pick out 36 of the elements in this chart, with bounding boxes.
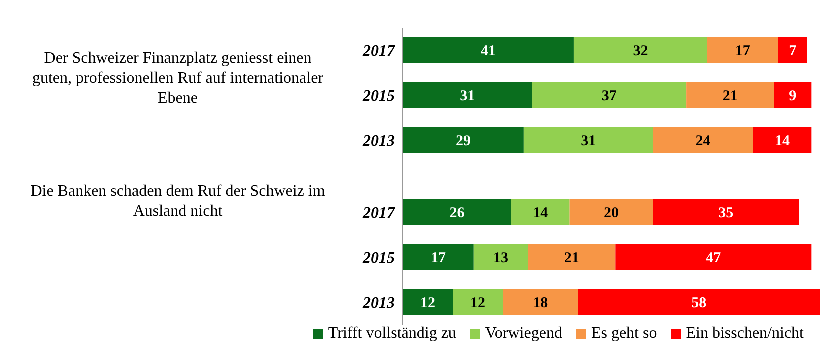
data-label: 32 (633, 43, 648, 60)
data-label: 9 (789, 88, 797, 104)
data-label: 17 (735, 43, 751, 60)
y-tick-label: 2013 (362, 295, 395, 312)
data-label: 17 (430, 250, 446, 266)
y-tick-label: 2017 (362, 43, 396, 60)
data-label: 14 (774, 133, 790, 150)
text: Der Schweizer Finanzplatz geniesst einen guten, professionellen Ruf auf internationaler Ebene (31, 49, 324, 110)
data-label: 12 (470, 295, 486, 312)
y-tick-label: 2013 (362, 133, 395, 150)
data-label: 18 (533, 295, 548, 312)
data-label: 47 (706, 250, 722, 266)
data-label: 58 (692, 295, 707, 312)
y-tick-label: 2015 (362, 250, 395, 268)
y-tick-label: 2017 (362, 205, 396, 222)
data-label: 24 (696, 133, 712, 150)
legend-label: Vorwiegend (484, 325, 562, 343)
data-label: 14 (533, 205, 549, 222)
data-label: 21 (564, 250, 580, 266)
y-tick-label: 2015 (362, 88, 395, 106)
data-label: 20 (604, 205, 619, 222)
data-label: 41 (480, 43, 496, 60)
data-label: 35 (718, 205, 734, 222)
data-label: 26 (450, 205, 466, 222)
legend-label: Ein bisschen/nicht (685, 325, 804, 343)
data-label: 29 (456, 133, 471, 150)
legend-label: Trifft vollständig zu (327, 325, 456, 343)
data-label: 37 (602, 88, 618, 104)
legend-label: Es geht so (590, 325, 658, 343)
data-label: 31 (460, 88, 476, 104)
data-label: 21 (722, 88, 738, 104)
data-label: 7 (789, 43, 798, 60)
data-label: 13 (493, 250, 508, 266)
data-label: 31 (581, 133, 596, 150)
data-label: 12 (420, 295, 436, 312)
text: Die Banken schaden dem Ruf der Schweiz im Ausland nicht (30, 182, 326, 222)
